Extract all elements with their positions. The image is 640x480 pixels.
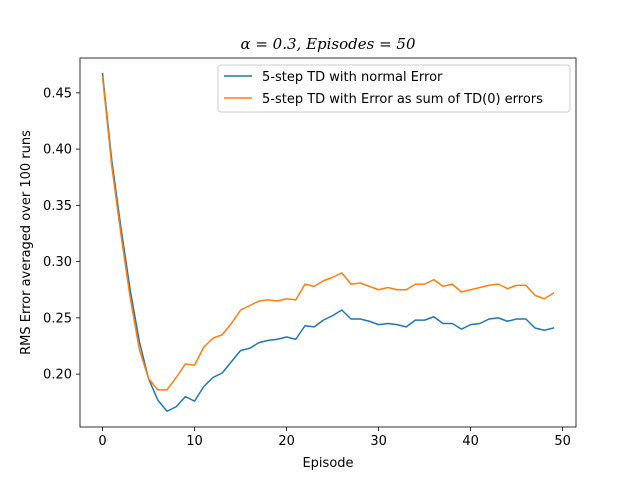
x-tick-label: 40 bbox=[462, 434, 479, 449]
plot-frame bbox=[79, 57, 577, 428]
legend-label-series-2: 5-step TD with Error as sum of TD(0) err… bbox=[262, 92, 543, 107]
legend: 5-step TD with normal Error 5-step TD wi… bbox=[217, 64, 571, 113]
x-tick-label: 0 bbox=[98, 434, 106, 449]
y-tick-label: 0.40 bbox=[43, 143, 72, 158]
legend-label-series-1: 5-step TD with normal Error bbox=[262, 70, 443, 85]
x-tick-label: 30 bbox=[370, 434, 387, 449]
y-tick-label: 0.30 bbox=[43, 255, 72, 270]
x-axis: 0 10 20 30 40 50 bbox=[98, 427, 571, 449]
series-line-1 bbox=[101, 72, 555, 412]
x-tick-label: 10 bbox=[186, 434, 203, 449]
x-tick-label: 50 bbox=[554, 434, 571, 449]
series-line-2 bbox=[101, 76, 555, 391]
y-axis-label: RMS Error averaged over 100 runs bbox=[19, 130, 34, 355]
series-layer bbox=[101, 72, 555, 412]
chart-title: α = 0.3, Episodes = 50 bbox=[240, 35, 416, 53]
plot-background bbox=[80, 58, 576, 427]
x-tick-label: 20 bbox=[278, 434, 295, 449]
y-tick-label: 0.45 bbox=[43, 86, 72, 101]
y-tick-label: 0.20 bbox=[43, 368, 72, 383]
legend-box bbox=[217, 64, 571, 113]
y-tick-label: 0.35 bbox=[43, 199, 72, 214]
y-tick-label: 0.25 bbox=[43, 311, 72, 326]
x-axis-label: Episode bbox=[302, 456, 353, 471]
y-axis: 0.20 0.25 0.30 0.35 0.40 0.45 bbox=[43, 86, 80, 383]
